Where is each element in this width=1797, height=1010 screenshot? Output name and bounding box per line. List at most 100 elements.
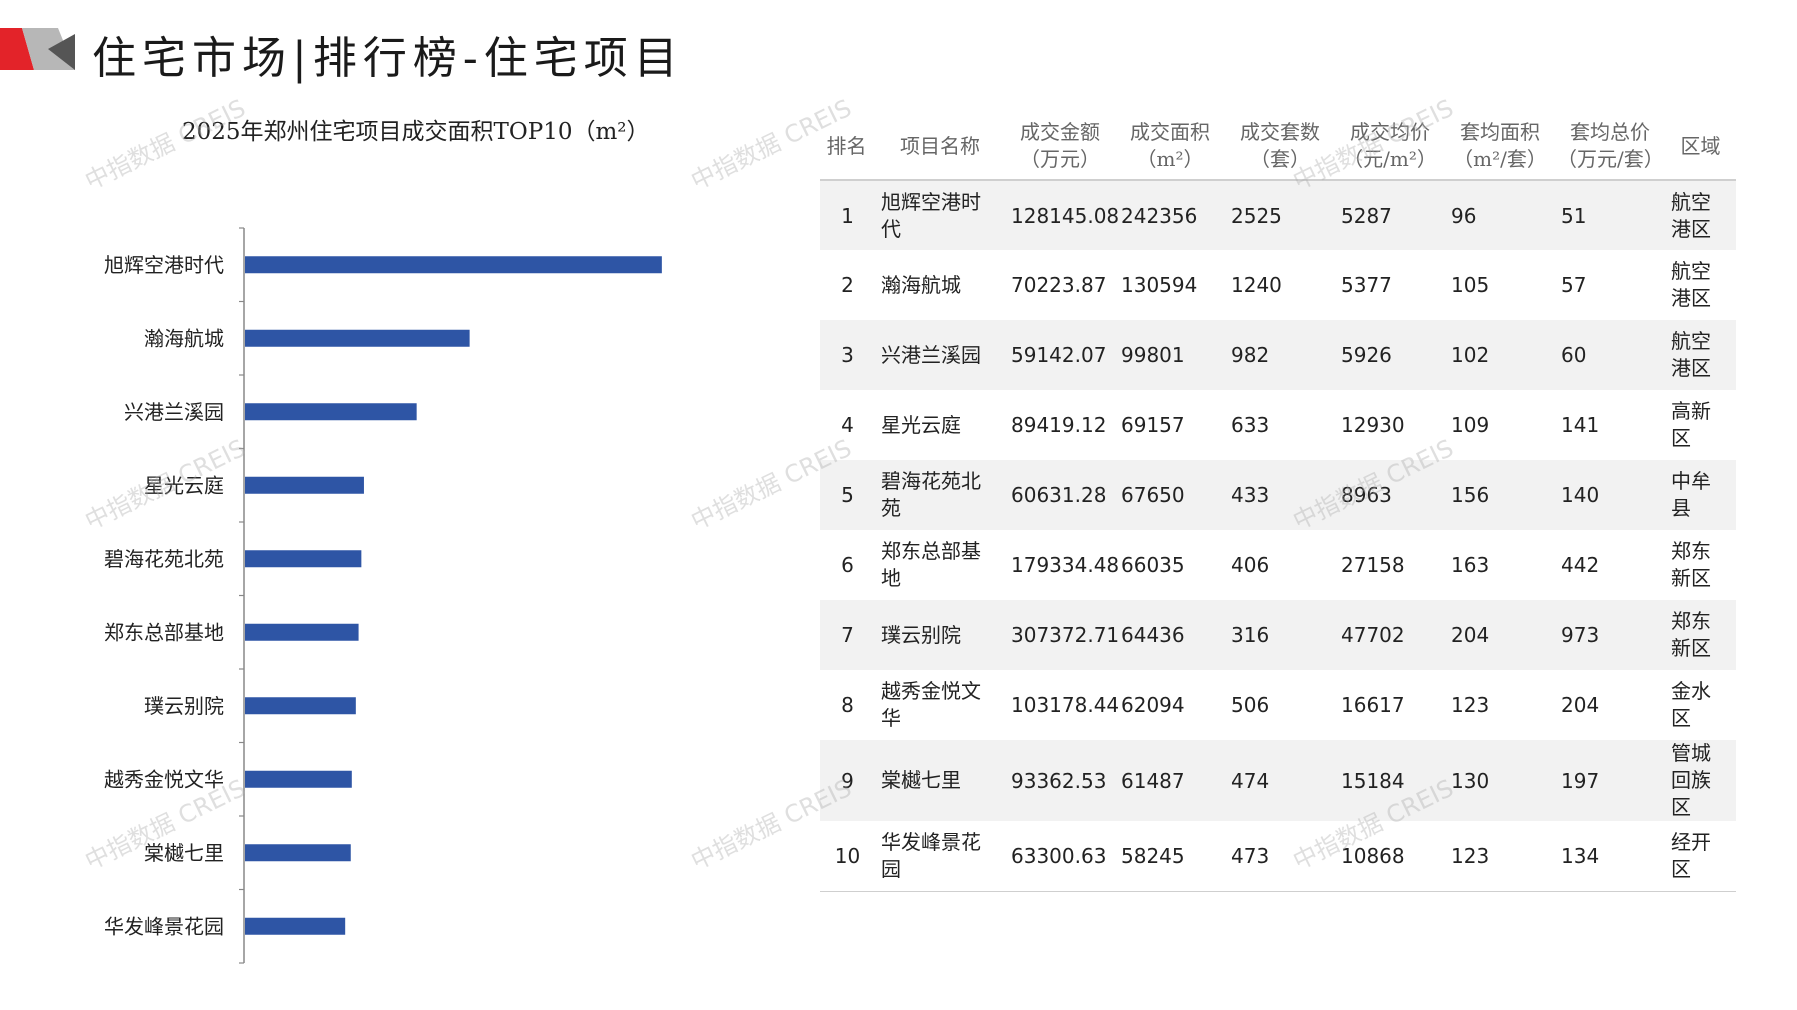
logo-red-shape — [0, 28, 34, 70]
table-cell: 航空港区 — [1671, 189, 1711, 241]
table-cell: 109 — [1451, 413, 1490, 437]
table-cell: 3 — [841, 343, 854, 367]
table-cell: 华发峰景花园 — [881, 829, 981, 881]
table-cell: 102 — [1451, 343, 1490, 367]
table-body: 1 旭辉空港时代 128145.08 242356 2525 5287 96 51 航空港区 2 瀚… — [820, 180, 1736, 891]
table-cell: 59142.07 — [1011, 343, 1107, 367]
table-row: 8 越秀金悦文华 103178.44 62094 506 16617 123 204 金水区 — [820, 670, 1736, 740]
table-cell: 105 — [1451, 273, 1490, 297]
table-cell: 204 — [1451, 623, 1490, 647]
table-cell: 58245 — [1121, 843, 1185, 868]
table-cell: 123 — [1451, 693, 1490, 717]
table-row: 4 星光云庭 89419.12 69157 633 12930 109 141 高新区 — [820, 390, 1736, 460]
brand-logo — [0, 28, 75, 70]
table-cell: 旭辉空港时代 — [881, 189, 981, 241]
table-cell: 140 — [1561, 483, 1600, 507]
column-header: 项目名称 — [900, 133, 980, 158]
table-cell: 179334.48 — [1011, 553, 1120, 577]
bar-chart: 旭辉空港时代瀚海航城兴港兰溪园星光云庭碧海花苑北苑郑东总部基地璞云别院越秀金悦文… — [104, 227, 662, 964]
category-label: 星光云庭 — [144, 473, 224, 497]
table-cell: 2525 — [1231, 203, 1282, 228]
table-cell: 60631.28 — [1011, 483, 1107, 507]
table-cell: 63300.63 — [1011, 843, 1107, 868]
table-cell: 8 — [841, 693, 854, 717]
table-cell: 242356 — [1121, 203, 1198, 228]
bar-8 — [245, 770, 352, 788]
table-cell: 316 — [1231, 623, 1270, 647]
bar-4 — [245, 476, 364, 494]
table-cell: 197 — [1561, 768, 1600, 793]
table-cell: 10868 — [1341, 843, 1405, 868]
column-header: 成交面积 （m²） — [1130, 120, 1210, 171]
table-cell: 15184 — [1341, 768, 1405, 793]
table-cell: 163 — [1451, 553, 1490, 577]
table-row: 7 璞云别院 307372.71 64436 316 47702 204 973 郑东新区 — [820, 600, 1736, 670]
table-cell: 6 — [841, 553, 854, 577]
category-label: 瀚海航城 — [144, 326, 224, 350]
table-cell: 130 — [1451, 768, 1490, 793]
table-cell: 兴港兰溪园 — [881, 342, 981, 367]
table-row: 1 旭辉空港时代 128145.08 242356 2525 5287 96 51 航空港区 — [820, 180, 1736, 250]
table-header-row: 排名 项目名称 成交金额 （万元） 成交面积 （m²） 成交套数 （套） 成交均价 （元/m²） 套… — [820, 113, 1736, 180]
table-cell: 506 — [1231, 693, 1270, 717]
table-cell: 156 — [1451, 483, 1490, 507]
table-row: 9 棠樾七里 93362.53 61487 474 15184 130 197 管城回族区 — [820, 740, 1736, 821]
table-cell: 973 — [1561, 623, 1600, 647]
table-cell: 8963 — [1341, 483, 1392, 507]
chart-title: 2025年郑州住宅项目成交面积TOP10（m²） — [182, 119, 650, 145]
column-header: 套均面积 （m²/套） — [1453, 120, 1547, 171]
table-cell: 982 — [1231, 343, 1270, 367]
table-cell: 1 — [841, 203, 854, 228]
column-header: 排名 — [826, 133, 867, 158]
table-cell: 27158 — [1341, 553, 1405, 577]
table-cell: 星光云庭 — [881, 412, 961, 437]
table-cell: 57 — [1561, 273, 1587, 297]
column-header: 套均总价 （万元/套） — [1557, 120, 1664, 171]
table-cell: 62094 — [1121, 693, 1185, 717]
table-cell: 中牟县 — [1671, 469, 1711, 520]
table-cell: 204 — [1561, 693, 1600, 717]
column-header: 成交金额 （万元） — [1020, 120, 1100, 171]
table-cell: 123 — [1451, 843, 1490, 868]
table-cell: 633 — [1231, 413, 1270, 437]
table-cell: 66035 — [1121, 553, 1185, 577]
table-cell: 64436 — [1121, 623, 1185, 647]
table-cell: 103178.44 — [1011, 693, 1120, 717]
table-cell: 60 — [1561, 343, 1587, 367]
table-cell: 5377 — [1341, 273, 1392, 297]
table-cell: 郑东新区 — [1671, 609, 1711, 660]
column-header: 成交均价 （元/m²） — [1343, 120, 1437, 171]
table-cell: 67650 — [1121, 483, 1185, 507]
column-header: 成交套数 （套） — [1240, 120, 1320, 171]
table-cell: 61487 — [1121, 768, 1185, 793]
table-cell: 碧海花苑北苑 — [881, 469, 981, 520]
table-cell: 金水区 — [1671, 679, 1711, 730]
table-cell: 管城回族区 — [1671, 741, 1711, 819]
table-cell: 5287 — [1341, 203, 1392, 228]
table-cell: 47702 — [1341, 623, 1405, 647]
bar-7 — [245, 697, 356, 715]
bar-1 — [245, 256, 662, 274]
column-header: 区域 — [1680, 133, 1721, 158]
table-cell: 16617 — [1341, 693, 1405, 717]
table-cell: 69157 — [1121, 413, 1185, 437]
table-cell: 96 — [1451, 203, 1477, 228]
bar-3 — [245, 403, 417, 421]
table-cell: 474 — [1231, 768, 1270, 793]
table-cell: 4 — [841, 413, 854, 437]
table-cell: 航空港区 — [1671, 329, 1711, 380]
bar-6 — [245, 623, 359, 641]
category-label: 郑东总部基地 — [104, 620, 224, 644]
bar-9 — [245, 844, 351, 862]
table-cell: 郑东总部基地 — [881, 539, 981, 590]
table-cell: 12930 — [1341, 413, 1405, 437]
category-label: 棠樾七里 — [144, 841, 224, 865]
logo-dark-shape — [48, 34, 75, 70]
table-cell: 10 — [834, 843, 861, 868]
table-cell: 5 — [841, 483, 854, 507]
table-cell: 134 — [1561, 843, 1600, 868]
table-cell: 141 — [1561, 413, 1600, 437]
table-cell: 7 — [841, 623, 854, 647]
table-row: 3 兴港兰溪园 59142.07 99801 982 5926 102 60 航空港区 — [820, 320, 1736, 390]
table-cell: 406 — [1231, 553, 1270, 577]
